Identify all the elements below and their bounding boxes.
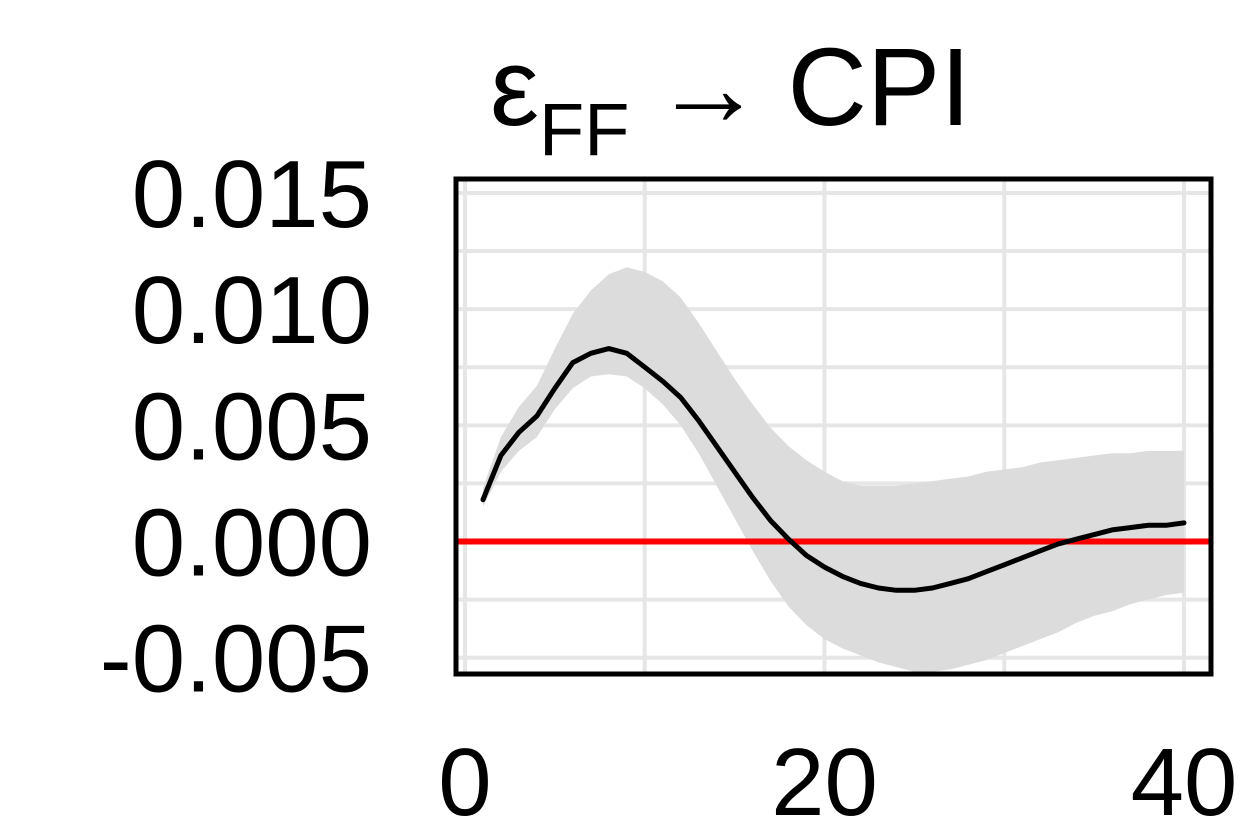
x-tick-label: 0: [438, 729, 491, 827]
y-tick-label: -0.005: [100, 606, 372, 713]
plot-panel: [453, 176, 1214, 677]
x-tick-label: 40: [1131, 729, 1238, 827]
x-axis-tick-labels: 0 20 40: [438, 729, 1237, 827]
title-arrow: →: [653, 26, 763, 149]
response-line-layer: [480, 346, 1187, 593]
y-tick-label: 0.010: [132, 257, 372, 364]
title-shock-symbol: ε: [490, 26, 539, 149]
y-tick-label: 0.000: [132, 490, 372, 597]
confidence-band: [483, 267, 1184, 672]
y-tick-label: 0.015: [132, 141, 372, 248]
x-tick-label: 20: [771, 729, 878, 827]
chart-title: εFF → CPI: [490, 26, 971, 171]
y-tick-label: 0.005: [132, 373, 372, 480]
panel-frame: [453, 176, 1214, 677]
title-response-variable: CPI: [787, 26, 970, 149]
response-line: [480, 346, 1187, 593]
confidence-band-layer: [483, 267, 1184, 672]
title-shock-subscript: FF: [539, 88, 629, 171]
